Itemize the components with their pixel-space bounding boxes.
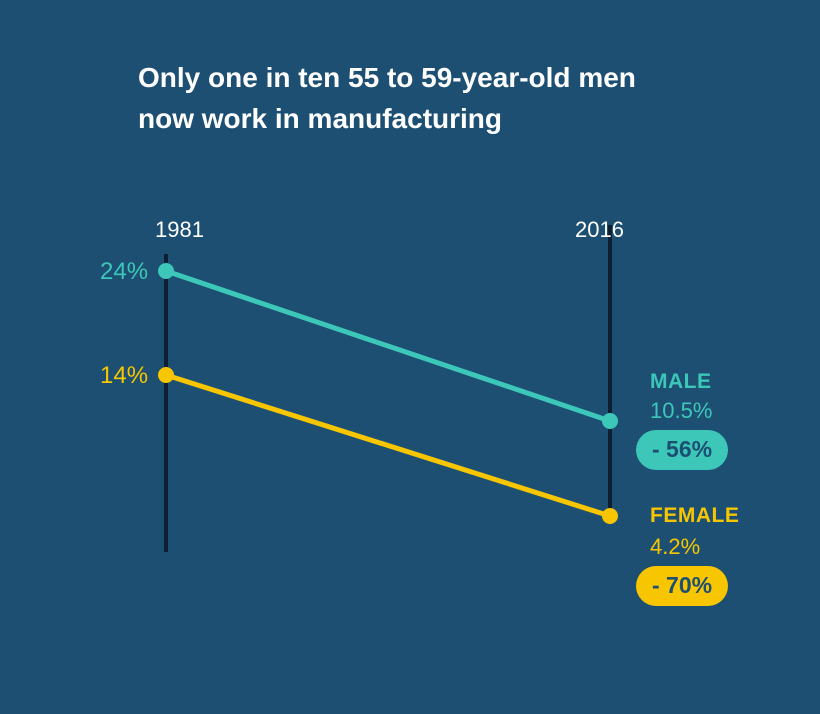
end-value-male: 10.5% — [650, 398, 712, 424]
year-label-end: 2016 — [575, 217, 624, 243]
year-label-start: 1981 — [155, 217, 204, 243]
series-label-female: FEMALE — [650, 504, 739, 528]
change-pill-female: - 70% — [636, 566, 728, 606]
start-value-female: 14% — [100, 362, 148, 390]
change-pill-male: - 56% — [636, 430, 728, 470]
axis-1981 — [164, 254, 168, 552]
axis-2016 — [608, 225, 612, 520]
end-value-female: 4.2% — [650, 534, 700, 560]
chart-title: Only one in ten 55 to 59-year-old men no… — [138, 58, 658, 139]
series-label-male: MALE — [650, 370, 712, 394]
start-value-male: 24% — [100, 258, 148, 286]
figure-canvas: Only one in ten 55 to 59-year-old men no… — [0, 0, 820, 714]
